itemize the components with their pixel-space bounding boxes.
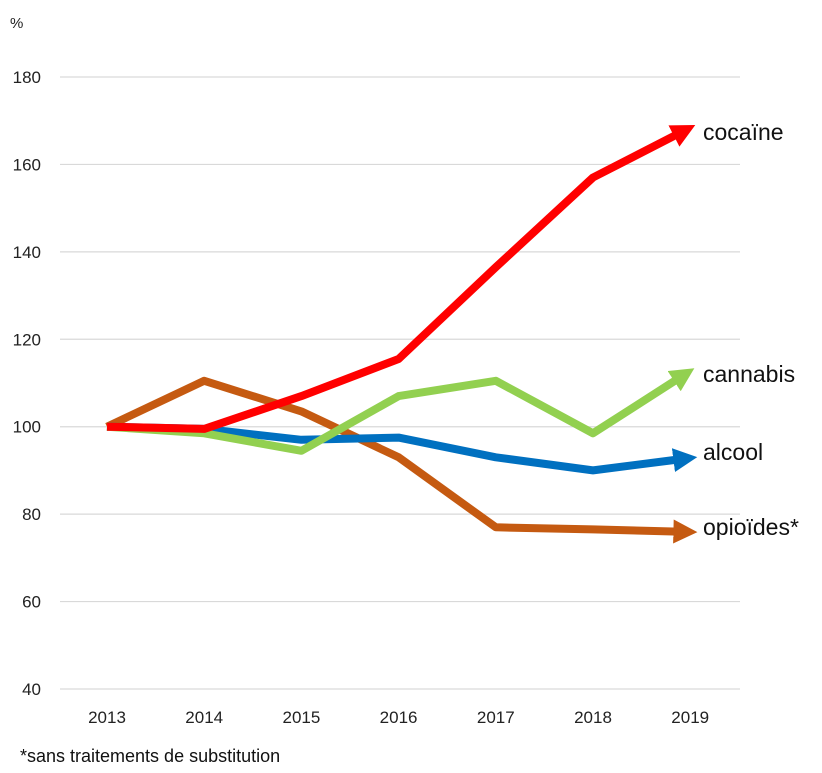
y-tick-label: 180 (13, 68, 41, 87)
series-line (106, 368, 695, 455)
series-label: alcool (703, 439, 763, 465)
y-axis-unit-label: % (10, 15, 23, 32)
series-lines (105, 125, 698, 544)
series-line (105, 376, 698, 544)
x-tick-label: 2013 (88, 708, 126, 727)
series-line (106, 125, 696, 433)
y-tick-label: 60 (22, 593, 41, 612)
y-tick-label: 40 (22, 680, 41, 699)
x-tick-label: 2017 (477, 708, 515, 727)
y-tick-label: 100 (13, 418, 41, 437)
x-tick-label: 2016 (380, 708, 418, 727)
series-labels: cocaïne cannabis alcool opioïdes* (703, 119, 799, 540)
y-tick-label: 80 (22, 505, 41, 524)
y-tick-label: 160 (13, 155, 41, 174)
footnote: *sans traitements de substitution (20, 746, 280, 766)
x-tick-label: 2019 (671, 708, 709, 727)
series-label: cocaïne (703, 119, 784, 145)
series-label: opioïdes* (703, 514, 799, 540)
x-tick-label: 2015 (282, 708, 320, 727)
series-label: cannabis (703, 361, 795, 387)
y-tick-label: 140 (13, 243, 41, 262)
y-tick-label: 120 (13, 330, 41, 349)
x-tick-label: 2014 (185, 708, 223, 727)
y-axis-ticks: 40 60 80 100 120 140 160 180 (13, 68, 41, 699)
gridlines (60, 76, 740, 690)
x-axis-ticks: 2013 2014 2015 2016 2017 2018 2019 (88, 708, 709, 727)
x-tick-label: 2018 (574, 708, 612, 727)
